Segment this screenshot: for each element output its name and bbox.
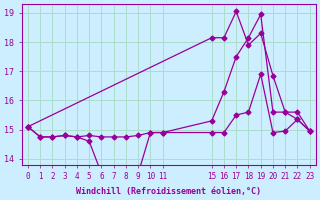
X-axis label: Windchill (Refroidissement éolien,°C): Windchill (Refroidissement éolien,°C) [76, 187, 261, 196]
